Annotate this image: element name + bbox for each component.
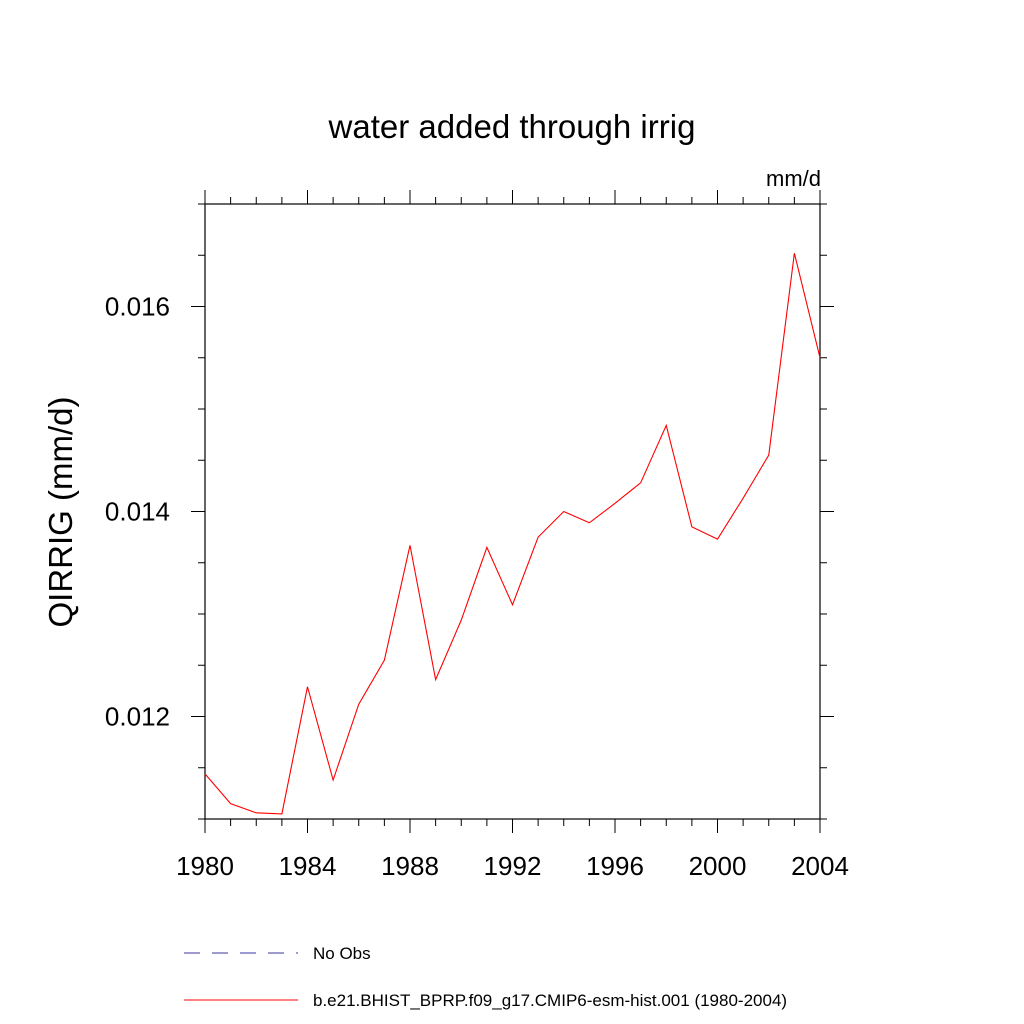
y-tick-label: 0.014	[105, 497, 170, 527]
x-tick-label: 1996	[586, 851, 644, 881]
legend-label: No Obs	[313, 944, 371, 963]
legend-label: b.e21.BHIST_BPRP.f09_g17.CMIP6-esm-hist.…	[313, 991, 787, 1010]
legend: No Obs b.e21.BHIST_BPRP.f09_g17.CMIP6-esm…	[184, 944, 787, 1010]
axis-ticks	[191, 190, 834, 833]
series-lines	[204, 253, 821, 815]
plot-border	[204, 203, 821, 820]
x-tick-label: 2004	[791, 851, 849, 881]
axis-tick-labels: 1980 1984 1988 1992 1996 2000 2004 0.012 0.014 0.…	[105, 292, 849, 882]
x-tick-label: 1992	[484, 851, 542, 881]
y-tick-label: 0.012	[105, 702, 170, 732]
x-tick-label: 1980	[176, 851, 234, 881]
y-axis-label: QIRRIG (mm/d)	[42, 397, 79, 628]
units-label: mm/d	[766, 166, 821, 191]
chart-title: water added through irrig	[328, 108, 696, 145]
x-tick-label: 2000	[689, 851, 747, 881]
x-tick-label: 1988	[381, 851, 439, 881]
plot-frame	[204, 203, 821, 820]
x-tick-label: 1984	[279, 851, 337, 881]
series-line	[204, 253, 821, 815]
y-tick-label: 0.016	[105, 292, 170, 322]
